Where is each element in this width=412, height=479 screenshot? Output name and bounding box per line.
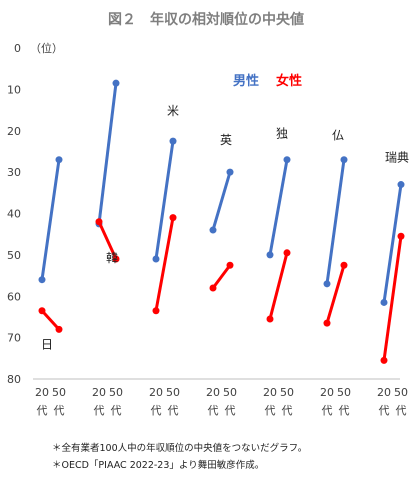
- country-label: 英: [220, 133, 232, 147]
- female-point: [397, 232, 405, 240]
- male-line: [40, 159, 61, 280]
- x-tick-label: 代: [265, 404, 276, 417]
- y-tick-label: 50: [7, 249, 21, 262]
- x-tick-label: 50: [166, 386, 180, 399]
- female-point: [209, 284, 217, 292]
- male-point: [55, 156, 63, 164]
- x-tick-label: 代: [225, 404, 236, 417]
- country-labels: 日 韓 米英 独 仏瑞典: [41, 104, 409, 352]
- y-axis-ticks: 0 10 20 30 40 50 60 70 80: [7, 42, 21, 386]
- x-tick-label: 20: [263, 386, 277, 399]
- x-tick-label: 20: [206, 386, 220, 399]
- y-axis-unit: （位）: [30, 41, 63, 55]
- y-tick-label: 70: [7, 332, 21, 345]
- y-tick-label: 10: [7, 83, 21, 96]
- male-point: [152, 255, 160, 263]
- x-tick-label: 代: [111, 404, 122, 417]
- x-tick-label: 代: [322, 404, 333, 417]
- x-tick-label: 50: [394, 386, 408, 399]
- male-point: [209, 226, 217, 234]
- female-point: [112, 255, 120, 263]
- female-point: [283, 249, 291, 257]
- female-point: [38, 307, 46, 315]
- series-lines: [38, 79, 405, 364]
- male-line: [97, 82, 118, 225]
- male-point: [169, 137, 177, 145]
- x-tick-label: 50: [223, 386, 237, 399]
- x-tick-label: 代: [168, 404, 179, 417]
- x-tick-label: 代: [94, 404, 105, 417]
- female-point: [340, 261, 348, 269]
- y-tick-label: 30: [7, 166, 21, 179]
- male-point: [283, 156, 291, 164]
- country-label: 韓: [106, 251, 118, 265]
- x-tick-label: 20: [92, 386, 106, 399]
- male-point: [266, 251, 274, 259]
- x-tick-label: 20: [320, 386, 334, 399]
- x-tick-label: 代: [208, 404, 219, 417]
- male-point: [340, 156, 348, 164]
- y-tick-label: 60: [7, 290, 21, 303]
- note-2: ＊OECD「PIAAC 2022-23」より舞田敏彦作成。: [52, 459, 264, 471]
- x-tick-label: 代: [282, 404, 293, 417]
- male-line: [154, 140, 175, 260]
- female-line: [325, 264, 346, 324]
- female-line: [40, 309, 61, 331]
- y-tick-label: 0: [14, 42, 21, 55]
- male-line: [382, 184, 403, 303]
- female-line: [97, 221, 118, 260]
- male-point: [380, 298, 388, 306]
- female-point: [169, 214, 177, 222]
- x-tick-label: 50: [280, 386, 294, 399]
- x-tick-label: 20: [149, 386, 163, 399]
- x-tick-label: 50: [109, 386, 123, 399]
- x-tick-label: 代: [379, 404, 390, 417]
- female-point: [380, 356, 388, 364]
- y-tick-label: 80: [7, 373, 21, 386]
- x-tick-label: 代: [151, 404, 162, 417]
- y-tick-label: 40: [7, 208, 21, 221]
- chart-title: 図２ 年収の相対順位の中央値: [108, 11, 304, 28]
- male-line: [211, 171, 232, 231]
- country-label: 仏: [332, 129, 344, 143]
- female-point: [152, 307, 160, 315]
- female-line: [268, 252, 289, 320]
- female-line: [382, 236, 403, 361]
- male-line: [268, 159, 289, 256]
- male-point: [323, 280, 331, 288]
- female-point: [55, 325, 63, 333]
- country-label: 瑞典: [385, 151, 409, 165]
- female-point: [226, 261, 234, 269]
- x-tick-label: 代: [37, 404, 48, 417]
- x-tick-label: 20: [377, 386, 391, 399]
- country-label: 日: [41, 338, 53, 352]
- male-point: [112, 79, 120, 87]
- x-tick-label: 代: [54, 404, 65, 417]
- x-tick-label: 代: [339, 404, 350, 417]
- male-point: [226, 168, 234, 176]
- male-point: [38, 276, 46, 284]
- female-point: [95, 218, 103, 226]
- note-1: ＊全有業者100人中の年収順位の中央値をつないだグラフ。: [52, 442, 307, 454]
- female-point: [323, 319, 331, 327]
- male-line: [325, 159, 346, 285]
- x-tick-label: 20: [35, 386, 49, 399]
- country-label: 独: [276, 127, 288, 141]
- x-tick-label: 50: [52, 386, 66, 399]
- female-line: [154, 217, 175, 312]
- male-point: [397, 181, 405, 189]
- female-line: [211, 264, 232, 289]
- legend-male: 男性: [233, 73, 259, 89]
- country-label: 米: [167, 104, 179, 118]
- x-tick-label: 代: [396, 404, 407, 417]
- x-axis-ticks: 20代50代20代50代20代50代20代50代20代50代20代50代20代5…: [35, 386, 408, 417]
- y-tick-label: 20: [7, 125, 21, 138]
- legend-female: 女性: [276, 73, 302, 89]
- x-tick-label: 50: [337, 386, 351, 399]
- female-point: [266, 315, 274, 323]
